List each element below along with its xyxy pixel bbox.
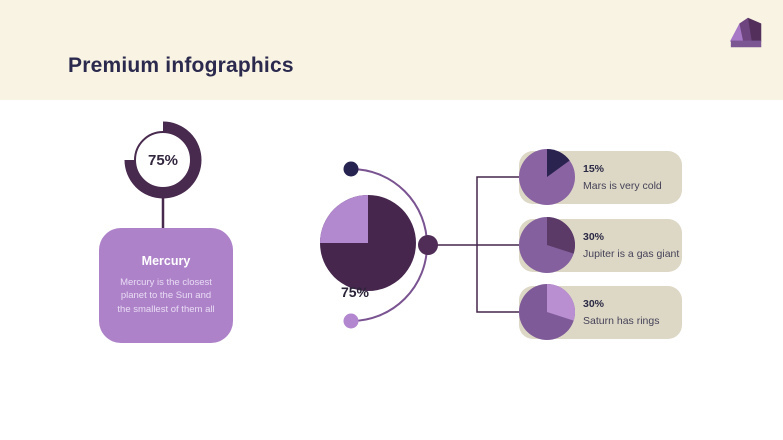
center-pie-chart xyxy=(320,195,416,291)
center-percent-label: 75% xyxy=(340,284,370,300)
jupiter-pie-chart xyxy=(519,217,575,273)
arc-dot-bottom xyxy=(343,313,359,329)
header-band: Premium infographics xyxy=(0,0,783,100)
jupiter-label: Jupiter is a gas giant xyxy=(583,248,680,260)
jupiter-pie-slice xyxy=(547,217,575,254)
donut-chart: 75% xyxy=(123,120,203,200)
mercury-card-description: Mercury is the closest planet to the Sun… xyxy=(117,277,215,315)
mars-label: Mars is very cold xyxy=(583,180,662,192)
arc-dot-top xyxy=(343,161,359,177)
mercury-card: Mercury Mercury is the closest planet to… xyxy=(99,228,233,343)
donut-rings xyxy=(124,121,202,199)
saturn-label: Saturn has rings xyxy=(583,315,660,327)
mars-pie-chart xyxy=(519,149,575,205)
arc-dot-middle xyxy=(418,235,438,255)
crown-icon xyxy=(729,17,762,48)
connector-lines xyxy=(161,161,526,329)
saturn-pie-slice xyxy=(547,284,575,321)
jupiter-percent: 30% xyxy=(583,231,605,243)
saturn-pie-chart xyxy=(519,284,575,340)
saturn-percent: 30% xyxy=(583,298,605,310)
mars-percent: 15% xyxy=(583,163,605,175)
bracket-connector xyxy=(476,176,526,313)
donut-arc-75 xyxy=(124,121,202,199)
mercury-card-title: Mercury xyxy=(141,254,191,268)
center-pie-slice xyxy=(320,195,368,243)
mars-pie-slice xyxy=(547,149,570,177)
page-title: Premium infographics xyxy=(68,54,294,77)
donut-percent-label: 75% xyxy=(147,151,179,169)
